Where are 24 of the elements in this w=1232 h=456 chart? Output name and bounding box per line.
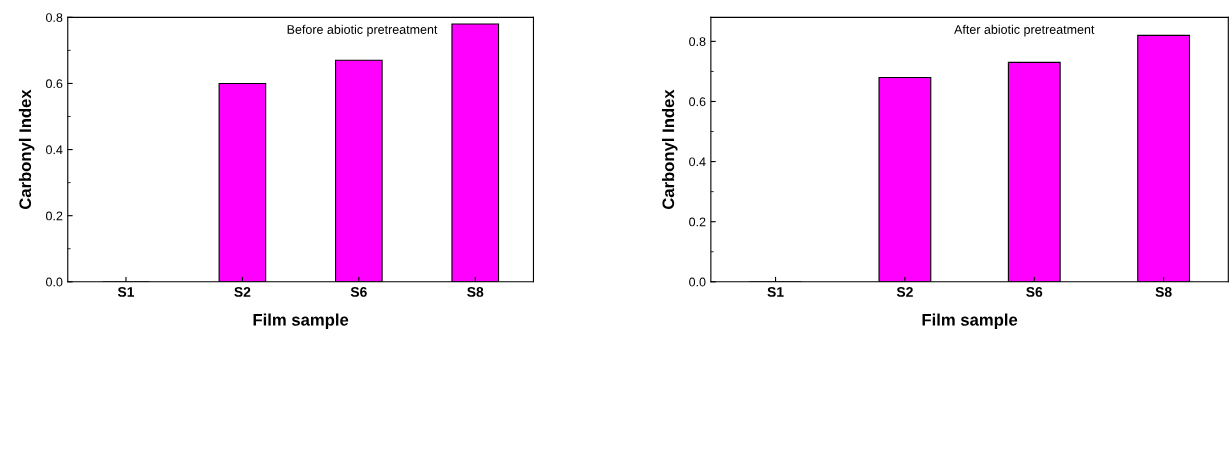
y-tick-label: 0.2: [689, 217, 706, 227]
x-axis-title: Film sample: [922, 313, 1018, 330]
x-axis-title: Film sample: [253, 313, 349, 330]
annotation: Before abiotic pretreatment: [287, 24, 438, 37]
y-tick-label: 0.6: [689, 97, 706, 107]
x-tick-label: S6: [350, 287, 367, 297]
annotation: After abiotic pretreatment: [954, 24, 1095, 37]
x-tick-label: S2: [896, 287, 913, 297]
x-tick-label: S1: [767, 287, 784, 297]
x-tick-label: S8: [467, 287, 484, 297]
y-axis-title: Carbonyl Index: [18, 89, 35, 210]
y-tick-label: 0.8: [46, 13, 63, 22]
x-tick-label: S6: [1026, 287, 1043, 297]
y-axis-title: Carbonyl Index: [661, 89, 678, 210]
y-tick-label: 0.8: [689, 37, 706, 47]
x-tick-label: S1: [117, 287, 135, 297]
y-tick-label: 0.4: [46, 145, 63, 155]
y-tick-label: 0.6: [46, 79, 63, 89]
y-tick-label: 0.0: [689, 277, 706, 287]
x-tick-label: S8: [1155, 287, 1172, 297]
y-tick-label: 0.2: [46, 211, 63, 221]
y-tick-label: 0.0: [46, 277, 63, 287]
x-tick-label: S2: [234, 287, 251, 297]
y-tick-label: 0.4: [689, 157, 706, 167]
